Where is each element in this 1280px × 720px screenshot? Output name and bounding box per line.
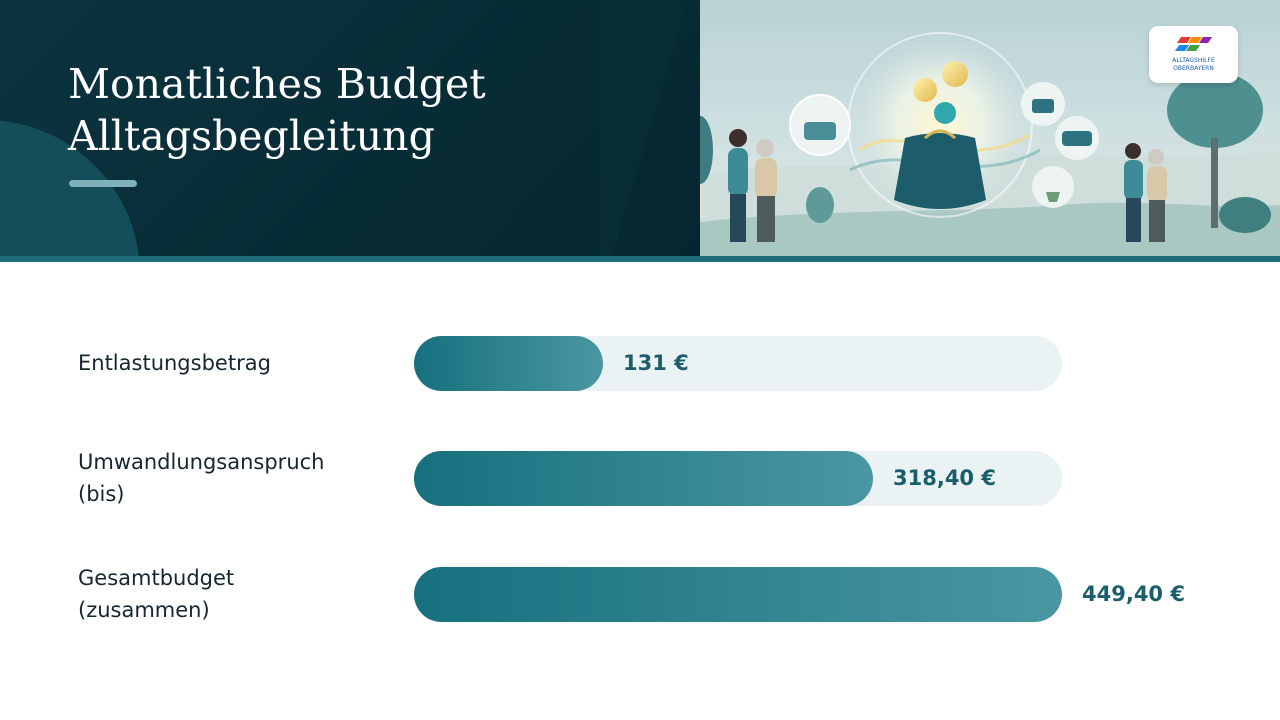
value-label: 318,40 €	[893, 466, 996, 490]
category-label: Umwandlungsanspruch (bis)	[78, 450, 325, 506]
bar	[414, 336, 603, 391]
budget-illustration	[612, 0, 1280, 256]
value-label: 131 €	[623, 351, 689, 375]
header-divider	[0, 256, 1280, 262]
company-logo: ALLTAGSHILFE OBERBAYERN	[1149, 26, 1238, 83]
logo-text-line-2: OBERBAYERN	[1173, 65, 1214, 72]
title-panel	[0, 0, 700, 262]
bar	[414, 451, 873, 506]
page-title: Monatliches Budget Alltagsbegleitung	[68, 60, 486, 160]
logo-text-line-1: ALLTAGSHILFE	[1172, 57, 1215, 64]
panel-diagonal-edge	[600, 0, 688, 256]
title-underline	[69, 180, 137, 187]
category-label: Gesamtbudget (zusammen)	[78, 566, 235, 622]
logo-mark	[1175, 37, 1212, 51]
header-banner: Monatliches Budget Alltagsbegleitung ALL…	[0, 0, 1280, 262]
bar	[414, 567, 1062, 622]
value-label: 449,40 €	[1082, 582, 1185, 606]
category-label: Entlastungsbetrag	[78, 351, 271, 375]
